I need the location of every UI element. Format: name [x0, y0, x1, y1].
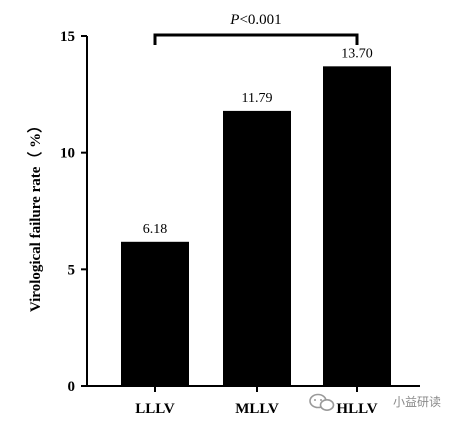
y-axis-label: Virological failure rate（ %） — [26, 118, 44, 312]
watermark-text: 小益研读 — [393, 395, 441, 409]
y-tick-label: 10 — [60, 146, 75, 162]
p-symbol: P — [229, 12, 239, 28]
bar-hllv — [323, 66, 391, 386]
watermark: 小益研读 — [309, 393, 441, 411]
data-label-hllv: 13.70 — [341, 46, 373, 61]
p-threshold: <0.001 — [239, 12, 281, 28]
bars — [121, 66, 391, 387]
y-tick-label: 5 — [68, 262, 76, 278]
data-label-lllv: 6.18 — [143, 222, 168, 237]
y-tick-label: 15 — [60, 29, 75, 45]
y-ticks: 0 5 10 15 — [60, 29, 87, 395]
x-tick-label-mllv: MLLV — [235, 401, 279, 417]
bar-lllv — [121, 241, 189, 386]
y-tick-label: 0 — [68, 379, 76, 395]
data-label-mllv: 11.79 — [242, 91, 273, 106]
x-tick-label-lllv: LLLV — [135, 401, 175, 417]
significance-bracket-line — [153, 33, 359, 45]
x-tick-label-hllv: HLLV — [336, 401, 377, 417]
significance-bracket: P<0.001 — [153, 12, 359, 45]
data-labels: 6.18 11.79 13.70 — [143, 46, 373, 236]
x-tick-labels: LLLV MLLV HLLV — [135, 386, 378, 417]
bar-mllv — [223, 110, 291, 387]
wechat-logo-icon — [309, 393, 335, 411]
significance-p-value: P<0.001 — [229, 12, 281, 28]
